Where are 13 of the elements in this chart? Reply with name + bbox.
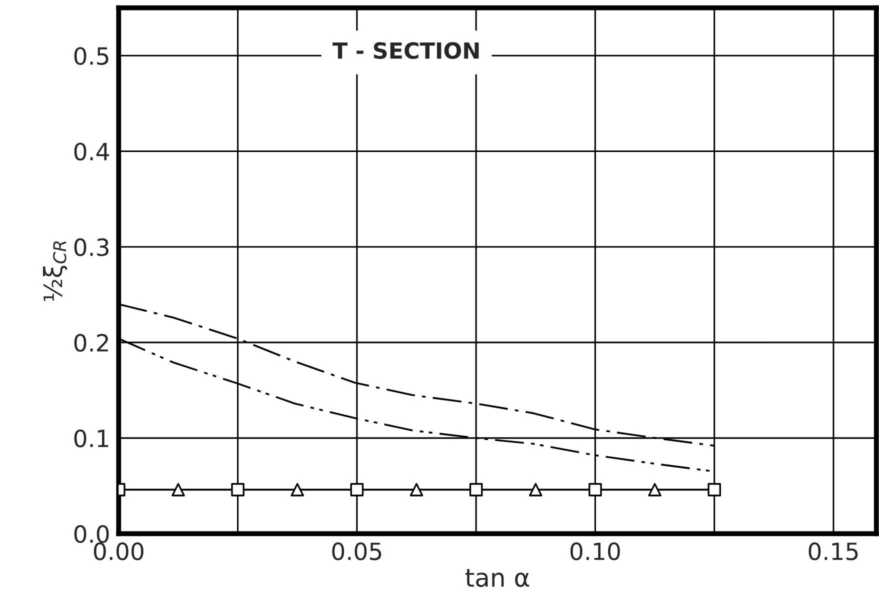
y-tick-label: 0.4	[74, 142, 110, 161]
y-tick-label: 0.5	[74, 47, 108, 65]
y-axis-title: ½ξ$_{CR}$	[42, 241, 68, 301]
y-tick-label: 0.1	[74, 430, 108, 448]
x-tick-label: 0.00	[94, 542, 144, 560]
x-tick-label: 0.15	[808, 542, 858, 560]
y-tick-label: 0.2	[74, 334, 108, 352]
x-tick-label: 0.05	[332, 542, 382, 560]
x-tick-label: 0.10	[570, 542, 620, 560]
x-axis-title: tan α	[465, 569, 530, 587]
y-tick-label: 0.3	[74, 238, 108, 256]
text: T - SECTION	[332, 42, 479, 59]
y-tick-label: 0.0	[74, 525, 109, 543]
